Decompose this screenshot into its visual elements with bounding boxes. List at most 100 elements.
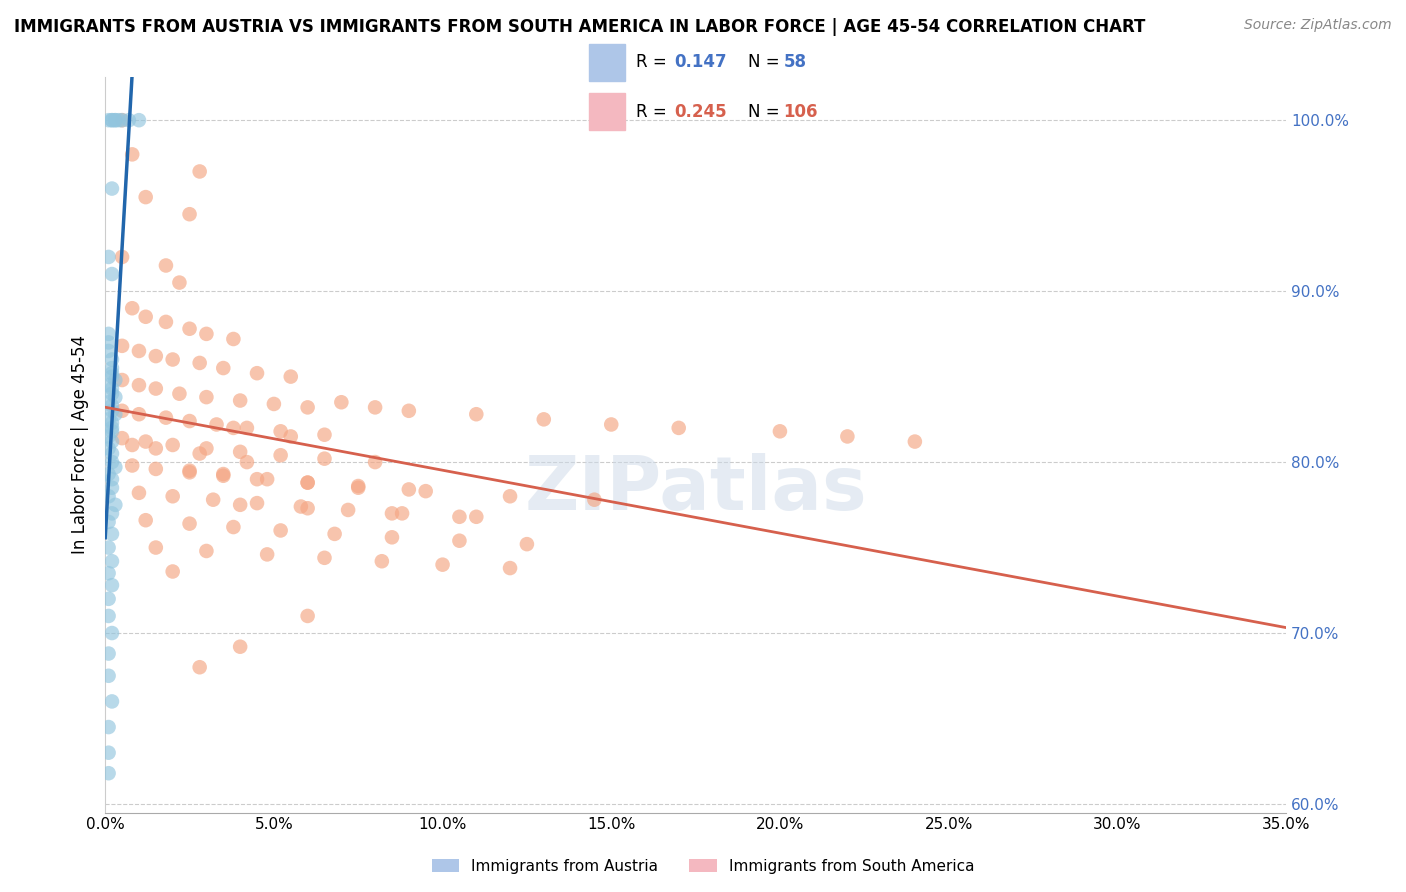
Point <box>104 373 127 387</box>
Point <box>97 515 120 529</box>
Point <box>97 343 120 358</box>
Point <box>583 492 606 507</box>
Point <box>97 746 120 760</box>
Point <box>101 352 124 367</box>
Point <box>297 475 319 490</box>
Point <box>297 501 319 516</box>
Point <box>101 421 124 435</box>
Point <box>97 113 120 128</box>
Point <box>381 507 404 521</box>
Point <box>101 369 124 384</box>
Point <box>904 434 927 449</box>
Point <box>135 190 157 204</box>
Point <box>145 349 167 363</box>
Point <box>179 466 201 480</box>
Point <box>145 541 167 555</box>
Point <box>516 537 538 551</box>
Point <box>121 438 143 452</box>
Point <box>104 390 127 404</box>
Point <box>162 438 184 452</box>
Point <box>212 467 235 481</box>
Point <box>128 486 150 500</box>
Point <box>101 416 124 430</box>
Point <box>195 390 218 404</box>
Point <box>188 446 211 460</box>
Point <box>101 382 124 396</box>
Point <box>101 425 124 439</box>
Text: R =: R = <box>636 103 672 120</box>
Point <box>97 669 120 683</box>
Point <box>97 250 120 264</box>
Point <box>135 434 157 449</box>
Point <box>97 326 120 341</box>
Point <box>155 259 177 273</box>
Text: N =: N = <box>748 54 785 71</box>
Point <box>121 301 143 316</box>
Point <box>111 250 134 264</box>
Point <box>97 429 120 443</box>
Point <box>364 401 387 415</box>
Point <box>179 207 201 221</box>
Point <box>381 530 404 544</box>
Point <box>97 609 120 624</box>
Point <box>101 472 124 486</box>
Point <box>111 113 134 128</box>
Text: N =: N = <box>748 103 785 120</box>
Point <box>101 455 124 469</box>
Point <box>229 498 252 512</box>
Point <box>347 479 370 493</box>
Point <box>145 382 167 396</box>
Point <box>101 554 124 568</box>
Point <box>212 468 235 483</box>
Point <box>107 113 129 128</box>
Point <box>202 492 225 507</box>
Point <box>415 484 437 499</box>
Point <box>128 343 150 358</box>
Point <box>188 164 211 178</box>
Point <box>101 113 124 128</box>
Text: R =: R = <box>636 54 672 71</box>
Point <box>155 410 177 425</box>
Point <box>101 267 124 281</box>
Point <box>118 113 141 128</box>
Point <box>236 421 259 435</box>
Point <box>111 373 134 387</box>
Point <box>195 544 218 558</box>
Text: Source: ZipAtlas.com: Source: ZipAtlas.com <box>1244 18 1392 32</box>
Point <box>236 455 259 469</box>
Point <box>145 462 167 476</box>
Point <box>465 509 488 524</box>
Point <box>195 326 218 341</box>
Point <box>256 472 278 486</box>
Point <box>101 507 124 521</box>
Point <box>97 541 120 555</box>
Point <box>128 113 150 128</box>
Point <box>111 431 134 445</box>
Point <box>314 550 336 565</box>
Point <box>101 113 124 128</box>
Point <box>162 565 184 579</box>
Point <box>101 578 124 592</box>
Point <box>179 516 201 531</box>
Point <box>101 694 124 708</box>
Point <box>398 404 420 418</box>
Y-axis label: In Labor Force | Age 45-54: In Labor Force | Age 45-54 <box>72 335 89 555</box>
Point <box>449 509 471 524</box>
Point <box>104 113 127 128</box>
Point <box>101 434 124 449</box>
Point <box>101 386 124 401</box>
Point <box>246 496 269 510</box>
Point <box>314 451 336 466</box>
Point <box>398 483 420 497</box>
Point <box>449 533 471 548</box>
Point <box>135 310 157 324</box>
Point <box>111 113 134 128</box>
Point <box>364 455 387 469</box>
Point <box>270 448 292 462</box>
Point <box>97 442 120 456</box>
Point <box>101 481 124 495</box>
Point <box>162 352 184 367</box>
Text: 0.147: 0.147 <box>673 54 727 71</box>
Point <box>246 472 269 486</box>
Point <box>533 412 555 426</box>
